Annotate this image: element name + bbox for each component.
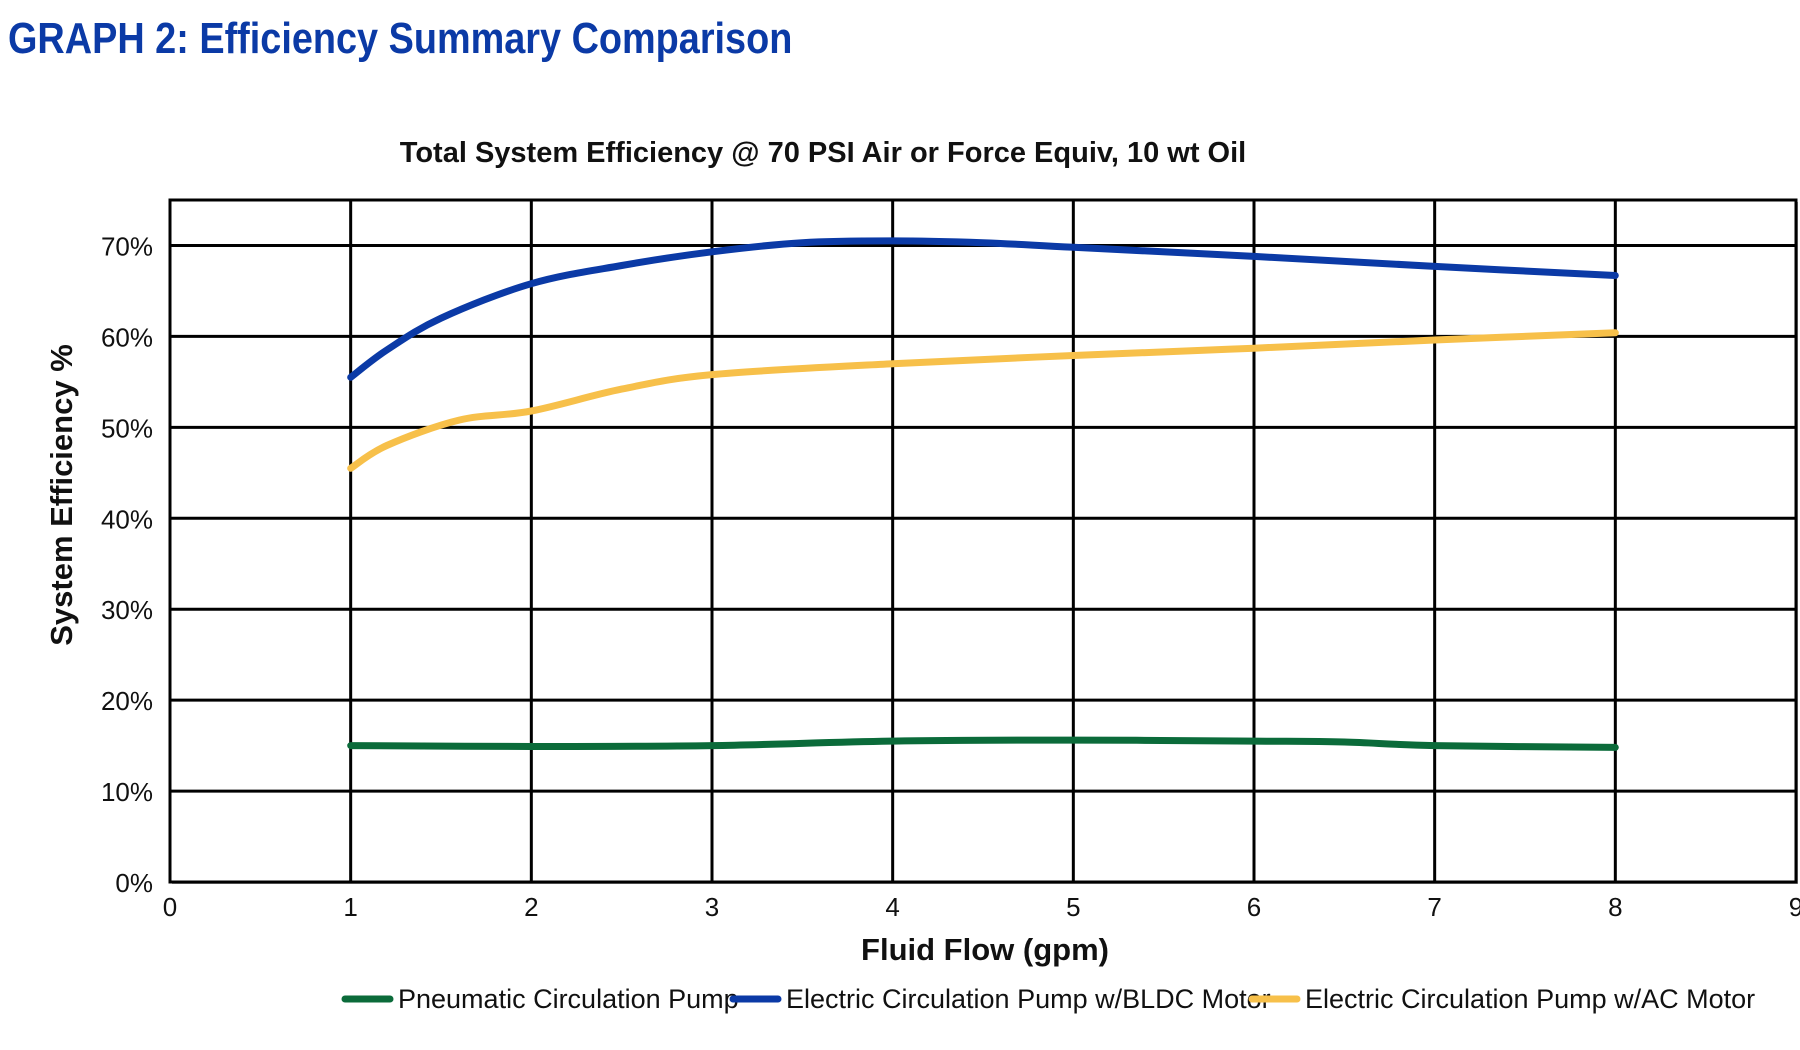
- y-tick-label: 20%: [101, 686, 153, 716]
- x-tick-label: 6: [1247, 892, 1261, 922]
- legend-label-electric-circulation-pump-w-bldc-motor: Electric Circulation Pump w/BLDC Motor: [786, 984, 1271, 1014]
- x-tick-label: 9: [1789, 892, 1800, 922]
- series-line-electric-circulation-pump-w-bldc-motor: [347, 237, 1619, 381]
- x-tick-label: 5: [1066, 892, 1080, 922]
- y-axis-label: System Efficiency %: [44, 344, 79, 646]
- y-tick-labels: 0% 10% 20% 30% 40% 50% 60% 70%: [101, 231, 153, 898]
- legend: Pneumatic Circulation Pump Electric Circu…: [341, 984, 1755, 1014]
- y-tick-label: 0%: [115, 868, 153, 898]
- page-heading: GRAPH 2: Efficiency Summary Comparison: [8, 14, 793, 63]
- x-tick-label: 0: [163, 892, 177, 922]
- y-tick-label: 30%: [101, 595, 153, 625]
- series-line-pneumatic-circulation-pump: [347, 736, 1619, 751]
- legend-label-electric-circulation-pump-w-ac-motor: Electric Circulation Pump w/AC Motor: [1305, 984, 1755, 1014]
- chart-title: Total System Efficiency @ 70 PSI Air or …: [400, 137, 1246, 169]
- y-tick-label: 10%: [101, 777, 153, 807]
- x-tick-label: 7: [1427, 892, 1441, 922]
- x-tick-label: 2: [524, 892, 538, 922]
- x-axis-label: Fluid Flow (gpm): [861, 932, 1109, 967]
- y-tick-label: 50%: [101, 413, 153, 443]
- series-line-electric-circulation-pump-w-ac-motor: [347, 329, 1619, 472]
- x-tick-label: 3: [705, 892, 719, 922]
- y-tick-label: 40%: [101, 504, 153, 534]
- legend-label-pneumatic-circulation-pump: Pneumatic Circulation Pump: [398, 984, 739, 1014]
- plot-frame: [168, 198, 1798, 884]
- x-tick-label: 8: [1608, 892, 1622, 922]
- series-layer: [347, 237, 1619, 751]
- x-tick-label: 1: [343, 892, 357, 922]
- x-tick-label: 4: [885, 892, 899, 922]
- y-tick-label: 60%: [101, 322, 153, 352]
- x-tick-labels: 0 1 2 3 4 5 6 7 8 9: [163, 892, 1800, 922]
- y-tick-label: 70%: [101, 231, 153, 261]
